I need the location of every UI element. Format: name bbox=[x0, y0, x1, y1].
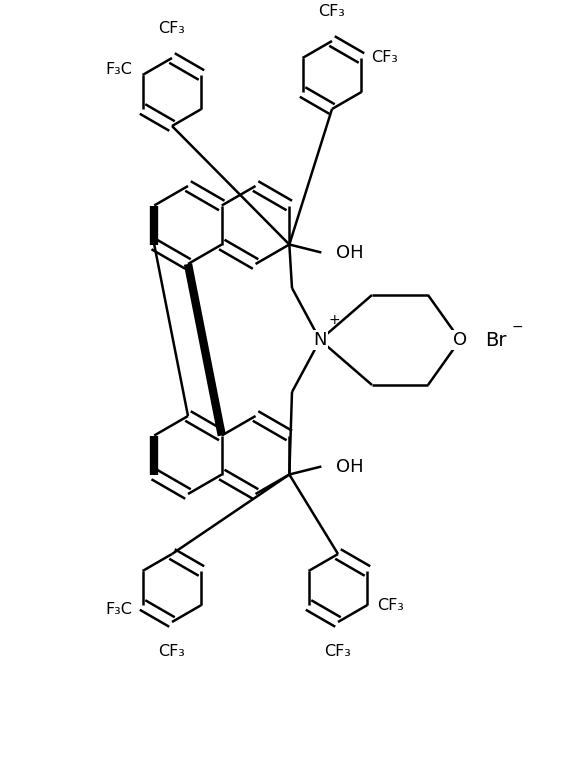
Text: CF₃: CF₃ bbox=[371, 50, 399, 65]
Text: F₃C: F₃C bbox=[106, 603, 132, 617]
Text: F₃C: F₃C bbox=[106, 62, 132, 78]
Text: O: O bbox=[453, 331, 467, 349]
Text: CF₃: CF₃ bbox=[325, 644, 352, 660]
Text: CF₃: CF₃ bbox=[159, 644, 185, 660]
Text: OH: OH bbox=[335, 243, 363, 261]
Text: CF₃: CF₃ bbox=[318, 4, 346, 18]
Text: CF₃: CF₃ bbox=[159, 21, 185, 36]
Text: N: N bbox=[313, 331, 327, 349]
Text: +: + bbox=[328, 313, 340, 327]
Text: OH: OH bbox=[335, 458, 363, 476]
Text: −: − bbox=[511, 320, 523, 334]
Text: CF₃: CF₃ bbox=[378, 597, 404, 613]
Text: Br: Br bbox=[485, 331, 507, 350]
